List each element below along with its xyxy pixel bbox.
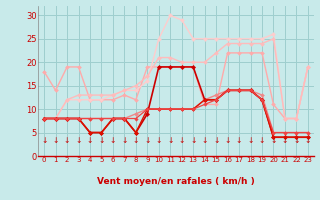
Text: ↓: ↓: [247, 136, 254, 145]
Text: ↓: ↓: [121, 136, 128, 145]
Text: ↓: ↓: [305, 136, 311, 145]
Text: ↓: ↓: [98, 136, 105, 145]
Text: ↓: ↓: [259, 136, 265, 145]
Text: ↓: ↓: [110, 136, 116, 145]
Text: ↓: ↓: [270, 136, 277, 145]
Text: ↓: ↓: [133, 136, 139, 145]
X-axis label: Vent moyen/en rafales ( km/h ): Vent moyen/en rafales ( km/h ): [97, 177, 255, 186]
Text: ↓: ↓: [293, 136, 300, 145]
Text: ↓: ↓: [87, 136, 93, 145]
Text: ↓: ↓: [167, 136, 173, 145]
Text: ↓: ↓: [75, 136, 82, 145]
Text: ↓: ↓: [41, 136, 47, 145]
Text: ↓: ↓: [282, 136, 288, 145]
Text: ↓: ↓: [236, 136, 242, 145]
Text: ↓: ↓: [213, 136, 219, 145]
Text: ↓: ↓: [52, 136, 59, 145]
Text: ↓: ↓: [144, 136, 150, 145]
Text: ↓: ↓: [179, 136, 185, 145]
Text: ↓: ↓: [156, 136, 162, 145]
Text: ↓: ↓: [202, 136, 208, 145]
Text: ↓: ↓: [190, 136, 196, 145]
Text: ↓: ↓: [224, 136, 231, 145]
Text: ↓: ↓: [64, 136, 70, 145]
